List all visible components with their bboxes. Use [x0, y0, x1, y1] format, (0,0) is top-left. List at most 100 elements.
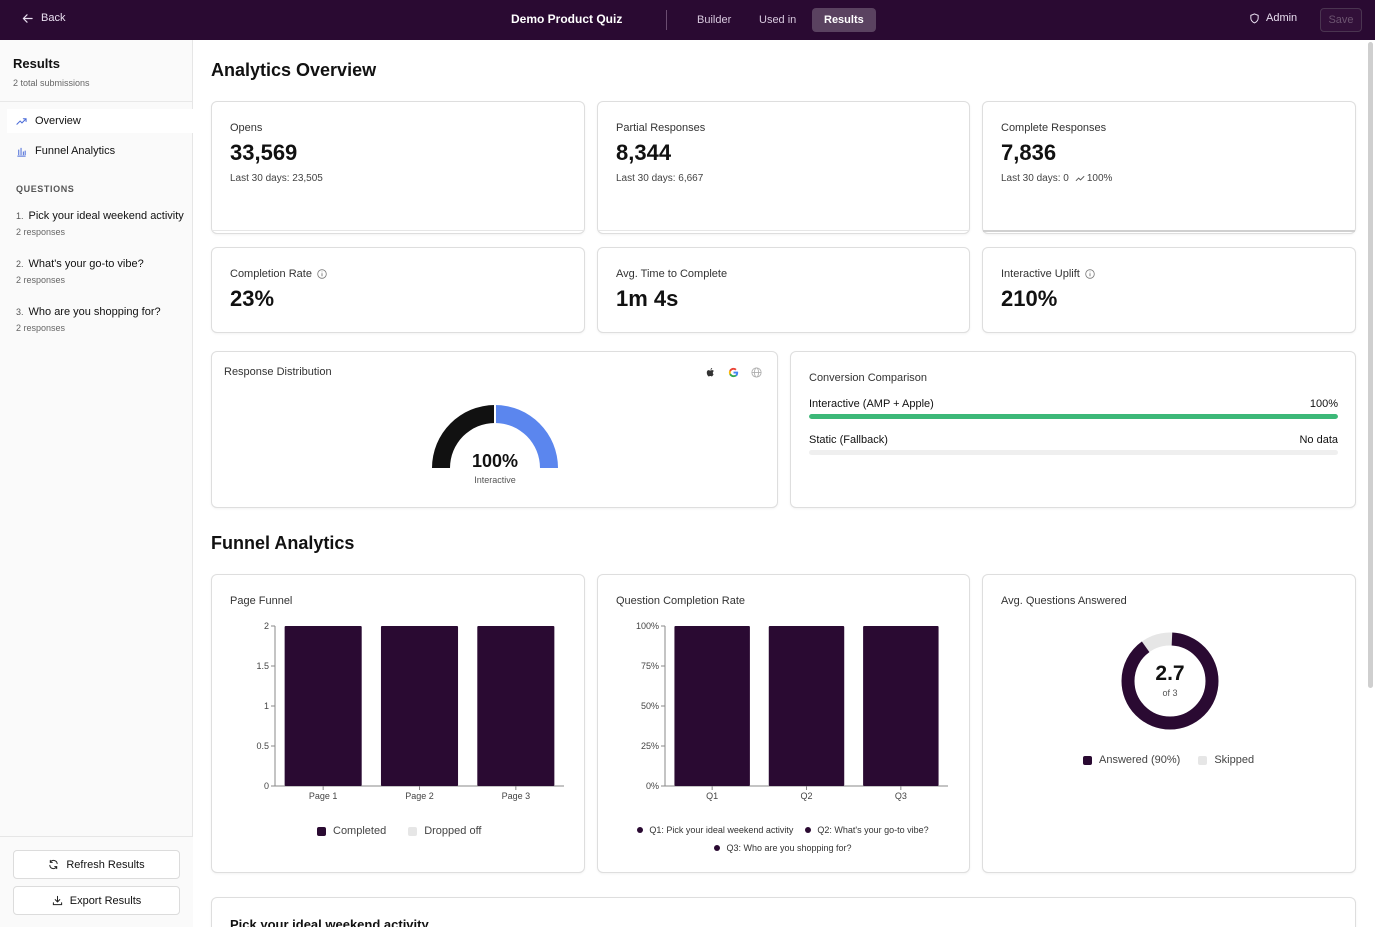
- sidebar-question-3[interactable]: 3. Who are you shopping for? 2 responses: [16, 306, 193, 333]
- legend-label: Dropped off: [424, 825, 482, 837]
- stat-divider: [598, 230, 969, 233]
- sidebar-question-2[interactable]: 2. What's your go-to vibe? 2 responses: [16, 258, 193, 285]
- tab-results[interactable]: Results: [812, 8, 876, 32]
- tab-builder[interactable]: Builder: [697, 14, 732, 26]
- x-tick-label: Q2: [800, 791, 812, 801]
- trend-up-icon: [1075, 175, 1085, 181]
- tab-used-in[interactable]: Used in: [759, 14, 797, 26]
- legend-skipped: Skipped: [1198, 754, 1254, 766]
- legend-swatch: [1083, 755, 1092, 765]
- stat-card-avg-time: Avg. Time to Complete 1m 4s: [597, 247, 970, 333]
- legend-q2: Q2: What's your go-to vibe?: [805, 825, 929, 835]
- x-tick-label: Page 3: [502, 791, 531, 801]
- page-funnel-card: Page Funnel 0 0.5 1 1.5 2 Page 1 Page 2 Page 3 …: [211, 574, 585, 873]
- x-tick-label: Page 2: [405, 791, 434, 801]
- distribution-gauge: [432, 404, 558, 468]
- legend-dot: [637, 827, 644, 833]
- google-icon[interactable]: [727, 366, 740, 379]
- info-icon[interactable]: [317, 269, 327, 279]
- question-title: 1. Pick your ideal weekend activity: [16, 210, 193, 222]
- main-scrollbar[interactable]: [1365, 40, 1375, 927]
- bar-q3[interactable]: [863, 626, 939, 786]
- bar-q1[interactable]: [674, 626, 750, 786]
- sidebar-header: Results 2 total submissions: [0, 40, 192, 102]
- x-tick-label: Page 1: [309, 791, 338, 801]
- stat-value: 210%: [1001, 286, 1058, 311]
- legend-swatch: [1198, 755, 1208, 765]
- sidebar: Results 2 total submissions Overview Fun…: [0, 40, 193, 927]
- question-responses: 2 responses: [16, 323, 66, 333]
- submission-count: 2 total submissions: [13, 78, 90, 88]
- stat-card-partial-responses: Partial Responses 8,344 Last 30 days: 6,…: [597, 101, 970, 234]
- sidebar-item-overview[interactable]: Overview: [7, 109, 193, 133]
- question-legend-row-2: Q3: Who are you shopping for?: [598, 843, 968, 853]
- stat-subtext-label: Last 30 days: 0: [1001, 173, 1069, 184]
- avg-caption: of 3: [1162, 688, 1178, 698]
- bar-q2[interactable]: [768, 626, 845, 786]
- question-number: 1.: [16, 211, 24, 221]
- stat-value: 33,569: [230, 140, 298, 165]
- admin-menu[interactable]: Admin: [1249, 12, 1297, 24]
- card-title: Page Funnel: [230, 595, 293, 607]
- question-completion-card: Question Completion Rate 0% 25% 50% 75% 100%…: [597, 574, 970, 873]
- question-legend-row-1: Q1: Pick your ideal weekend activity Q2:…: [598, 825, 968, 835]
- apple-icon[interactable]: [704, 366, 717, 379]
- legend-answered: Answered (90%): [1083, 754, 1180, 766]
- refresh-results-button[interactable]: Refresh Results: [13, 850, 180, 879]
- stat-card-completion-rate: Completion Rate 23%: [211, 247, 585, 333]
- stat-label: Partial Responses: [616, 122, 706, 134]
- stat-label: Completion Rate: [230, 268, 327, 280]
- info-icon[interactable]: [1085, 269, 1095, 279]
- legend-dropped: Dropped off: [408, 825, 482, 837]
- quiz-title: Demo Product Quiz: [511, 12, 623, 26]
- y-tick-label: 2: [264, 621, 269, 631]
- legend-label: Answered (90%): [1099, 754, 1181, 766]
- card-title: Question Completion Rate: [616, 595, 746, 607]
- stat-value: 23%: [230, 286, 275, 311]
- bar-page-2[interactable]: [380, 626, 459, 786]
- save-button[interactable]: Save: [1320, 8, 1362, 32]
- question-number: 3.: [16, 307, 24, 317]
- stat-value: 8,344: [616, 140, 672, 165]
- y-tick-label: 0: [264, 781, 269, 791]
- header-divider: [666, 10, 667, 30]
- sidebar-item-funnel-analytics[interactable]: Funnel Analytics: [7, 139, 193, 163]
- card-title: Conversion Comparison: [809, 372, 927, 384]
- trend-icon: [16, 117, 27, 125]
- y-tick-label: 100%: [636, 621, 659, 631]
- conversion-track: [809, 414, 1338, 419]
- analytics-overview-title: Analytics Overview: [211, 60, 377, 80]
- x-tick-label: Q1: [706, 791, 718, 801]
- stat-subtext: Last 30 days: 6,667: [616, 173, 704, 184]
- stat-label: Avg. Time to Complete: [616, 268, 728, 280]
- export-results-button[interactable]: Export Results: [13, 886, 180, 915]
- bar-page-1[interactable]: [284, 626, 362, 786]
- back-button[interactable]: Back: [22, 12, 65, 24]
- card-title: Avg. Questions Answered: [1001, 595, 1127, 607]
- globe-icon[interactable]: [750, 366, 763, 379]
- legend-completed: Completed: [317, 825, 386, 837]
- y-tick-label: 0%: [646, 781, 659, 791]
- sidebar-question-1[interactable]: 1. Pick your ideal weekend activity 2 res…: [16, 210, 193, 237]
- card-title: Response Distribution: [224, 366, 332, 378]
- bar-page-3[interactable]: [477, 626, 555, 786]
- back-label: Back: [41, 12, 66, 24]
- stat-value: 7,836: [1001, 140, 1057, 165]
- main-content: Analytics Overview Opens 33,569 Last 30 …: [193, 40, 1375, 927]
- stat-label-text: Completion Rate: [230, 268, 312, 280]
- legend-q3: Q3: Who are you shopping for?: [714, 843, 852, 853]
- legend-label: Q3: Who are you shopping for?: [726, 843, 852, 853]
- stat-label: Opens: [230, 122, 263, 134]
- question-text: Who are you shopping for?: [28, 306, 161, 318]
- response-distribution-card: Response Distribution 100% Interactive: [211, 351, 778, 508]
- stat-subtext: Last 30 days: 23,505: [230, 173, 323, 184]
- scroll-thumb[interactable]: [1368, 42, 1373, 688]
- gauge-value: 100%: [471, 451, 519, 471]
- avg-value: 2.7: [1155, 662, 1185, 685]
- legend-swatch: [408, 826, 418, 836]
- stat-card-complete-responses: Complete Responses 7,836 Last 30 days: 0…: [982, 101, 1356, 234]
- gauge-caption: Interactive: [474, 475, 516, 485]
- legend-dot: [805, 827, 812, 833]
- conversion-fill: [809, 414, 1338, 419]
- legend-swatch: [317, 826, 326, 836]
